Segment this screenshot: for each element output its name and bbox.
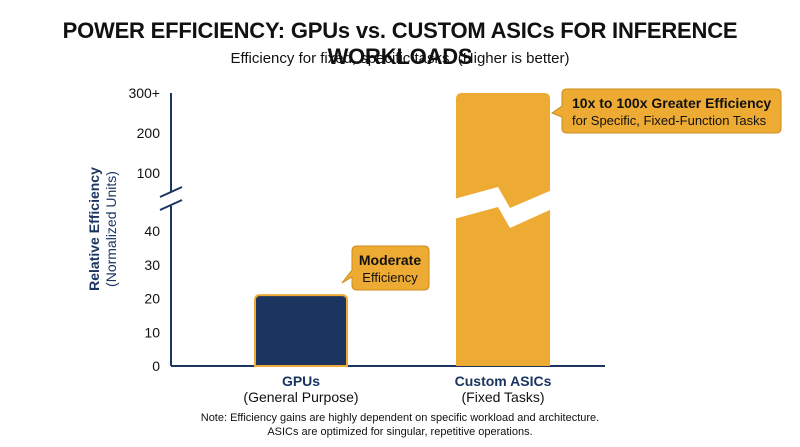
y-tick-label: 0 xyxy=(152,358,160,374)
y-tick-label: 40 xyxy=(144,223,160,239)
y-tick-label: 30 xyxy=(144,257,160,273)
y-axis-title: Relative Efficiency xyxy=(86,167,102,291)
x-category-label: Custom ASICs xyxy=(455,373,552,389)
x-category-sublabel: (Fixed Tasks) xyxy=(462,389,545,405)
callout-custom-asics xyxy=(550,88,782,134)
chart-subtitle: Efficiency for fixed, specific tasks. (H… xyxy=(230,50,570,67)
callout-asics-title: 10x to 100x Greater Efficiency xyxy=(572,95,771,111)
footnote-line-2: ASICs are optimized for singular, repeti… xyxy=(267,426,533,438)
x-category-label: GPUs xyxy=(282,373,320,389)
x-category-sublabel: (General Purpose) xyxy=(243,389,358,405)
callout-asics-text: for Specific, Fixed-Function Tasks xyxy=(572,113,767,128)
callout-gpus-title: Moderate xyxy=(359,252,421,268)
y-tick-label: 20 xyxy=(144,291,160,307)
y-tick-label: 200 xyxy=(137,125,161,141)
callout-gpus-text: Efficiency xyxy=(362,270,418,285)
y-tick-label: 100 xyxy=(137,165,161,181)
bar-gpus xyxy=(254,294,348,367)
callout-gpus xyxy=(341,245,430,291)
bar-break-gap xyxy=(454,187,552,228)
footnote-line-1: Note: Efficiency gains are highly depend… xyxy=(200,412,600,424)
y-tick-label: 300+ xyxy=(128,85,160,101)
bar-custom-asics xyxy=(456,93,550,366)
axis-break-mark-top xyxy=(159,186,183,198)
chart-title: POWER EFFICIENCY: GPUs vs. CUSTOM ASICs … xyxy=(62,18,738,69)
axis-break-mark-bottom xyxy=(159,199,183,211)
y-axis-subtitle: (Normalized Units) xyxy=(103,171,119,287)
footnote: Note: Efficiency gains are highly depend… xyxy=(0,411,800,439)
y-tick-label: 10 xyxy=(144,324,160,340)
